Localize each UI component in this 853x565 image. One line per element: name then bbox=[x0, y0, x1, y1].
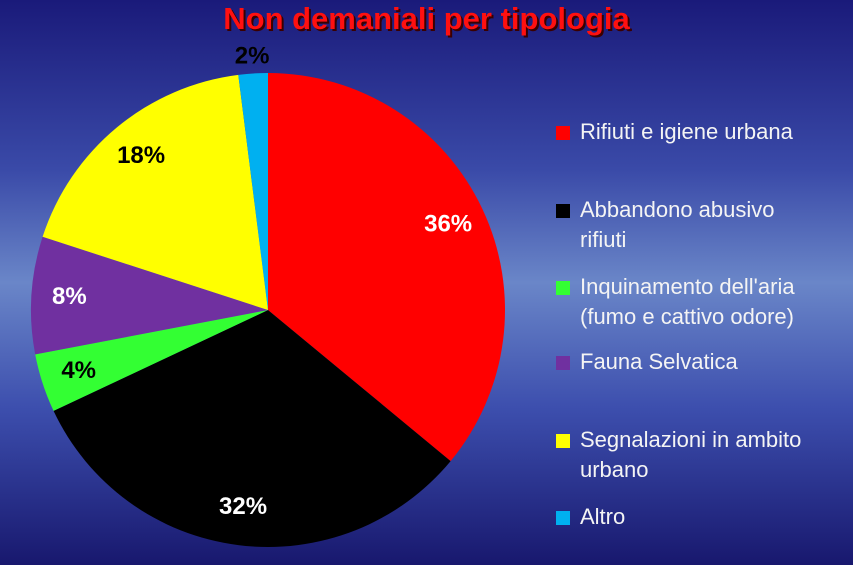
legend-swatch bbox=[556, 126, 570, 140]
legend-label: Abbandono abusivo rifiuti bbox=[580, 197, 775, 252]
data-label: 2% bbox=[235, 42, 270, 69]
legend-item: Segnalazioni in ambito urbano bbox=[556, 425, 818, 485]
legend-label: Rifiuti e igiene urbana bbox=[580, 119, 793, 144]
pie-slice bbox=[53, 310, 451, 547]
data-label: 32% bbox=[219, 493, 267, 520]
legend-item: Altro bbox=[556, 502, 818, 532]
legend-swatch bbox=[556, 281, 570, 295]
legend-swatch bbox=[556, 356, 570, 370]
pie-slice bbox=[238, 73, 268, 310]
chart-title: Non demaniali per tipologia bbox=[223, 1, 630, 36]
legend-swatch bbox=[556, 204, 570, 218]
data-label: 8% bbox=[52, 283, 87, 310]
legend-label: Fauna Selvatica bbox=[580, 349, 738, 374]
legend-label: Altro bbox=[580, 504, 626, 529]
legend-item: Rifiuti e igiene urbana bbox=[556, 117, 818, 147]
pie-slice bbox=[42, 74, 268, 311]
data-label: 18% bbox=[117, 142, 165, 169]
legend-label: Inquinamento dell'aria (fumo e cattivo o… bbox=[580, 274, 795, 329]
pie-slice bbox=[268, 73, 505, 462]
legend-swatch bbox=[556, 511, 570, 525]
legend-item: Inquinamento dell'aria (fumo e cattivo o… bbox=[556, 272, 818, 332]
legend-label: Segnalazioni in ambito urbano bbox=[580, 427, 802, 482]
pie-slice bbox=[31, 236, 268, 355]
pie-slice bbox=[35, 310, 268, 411]
legend-item: Abbandono abusivo rifiuti bbox=[556, 195, 818, 255]
legend-swatch bbox=[556, 434, 570, 448]
data-label: 4% bbox=[61, 357, 96, 384]
data-label: 36% bbox=[424, 211, 472, 238]
legend-item: Fauna Selvatica bbox=[556, 347, 818, 377]
